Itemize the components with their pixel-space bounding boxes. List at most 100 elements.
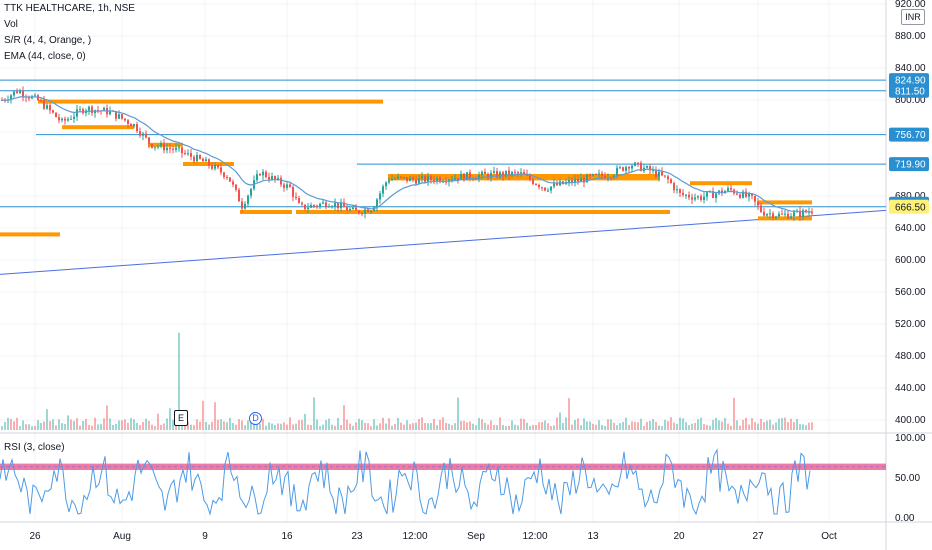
candle-body <box>187 153 189 155</box>
candle-body <box>679 189 681 193</box>
time-axis[interactable]: 26 Aug 9 16 23 12:00 Sep 12:00 13 20 27 Oct <box>29 531 837 542</box>
price-tag <box>889 127 929 142</box>
volume-bar <box>253 421 255 430</box>
candle-body <box>637 162 639 164</box>
volume-bar <box>664 419 666 430</box>
volume-bar <box>154 426 156 430</box>
volume-bar <box>523 419 525 430</box>
earnings-marker[interactable]: E <box>174 410 188 426</box>
currency-badge[interactable]: INR <box>901 9 925 25</box>
candle-body <box>727 187 729 192</box>
volume-bar <box>394 423 396 430</box>
volume-bar <box>361 420 363 430</box>
candle-body <box>415 179 417 184</box>
dividend-marker[interactable]: D <box>249 412 262 425</box>
volume-bar <box>76 418 78 430</box>
candle-body <box>307 207 309 210</box>
volume-bar <box>499 417 501 430</box>
volume-bar <box>487 424 489 430</box>
volume-bar <box>562 423 564 430</box>
volume-bar <box>289 417 291 430</box>
volume-bar <box>712 419 714 430</box>
volume-bar <box>58 419 60 430</box>
candle-body <box>385 182 387 187</box>
trendline[interactable] <box>0 209 887 275</box>
volume-bar <box>742 419 744 430</box>
volume-bar <box>313 397 315 430</box>
candle-body <box>235 184 237 190</box>
candle-body <box>595 174 597 176</box>
volume-bar <box>565 417 567 430</box>
candle-body <box>799 210 801 217</box>
volume-bar <box>283 422 285 430</box>
sr-legend[interactable]: S/R (4, 4, Orange, ) <box>4 35 92 46</box>
volume-bar <box>262 418 264 430</box>
candle-body <box>403 177 405 179</box>
volume-bar <box>583 418 585 430</box>
volume-bar <box>679 417 681 430</box>
volume-bar <box>187 421 189 430</box>
volume-legend[interactable]: Vol <box>4 19 18 30</box>
volume-bar <box>331 424 333 430</box>
candle-body <box>736 193 738 195</box>
volume-bar <box>727 423 729 430</box>
candle-body <box>703 196 705 200</box>
candle-body <box>349 209 351 211</box>
symbol-title[interactable]: TTK HEALTHCARE, 1h, NSE <box>4 3 135 14</box>
volume-bar <box>232 423 234 430</box>
volume-bar <box>400 422 402 430</box>
candle-body <box>40 100 42 102</box>
candle-body <box>772 213 774 218</box>
volume-bar <box>442 417 444 430</box>
candle-body <box>103 107 105 111</box>
candle-body <box>208 159 210 166</box>
candle-body <box>304 204 306 210</box>
volume-bar <box>193 425 195 430</box>
candle-body <box>91 106 93 114</box>
volume-bar <box>304 413 306 430</box>
candle-body <box>241 201 243 209</box>
sr-level-bar <box>388 174 660 178</box>
candle-body <box>586 174 588 183</box>
volume-bar <box>484 422 486 430</box>
candle-body <box>499 172 501 178</box>
candle-body <box>109 110 111 115</box>
volume-bar <box>31 426 33 430</box>
volume-bar <box>775 422 777 430</box>
volume-bar <box>175 424 177 430</box>
candle-body <box>202 158 204 162</box>
candle-body <box>166 147 168 151</box>
volume-bar <box>505 426 507 430</box>
price-tick-label: 880.00 <box>895 31 926 42</box>
candle-body <box>49 105 51 111</box>
rsi-legend[interactable]: RSI (3, close) <box>4 442 65 453</box>
sr-level-bar <box>62 125 134 130</box>
rsi-line <box>0 448 811 516</box>
volume-bar <box>682 418 684 430</box>
volume-bar <box>55 425 57 430</box>
volume-bar <box>718 420 720 430</box>
volume-bar <box>652 419 654 430</box>
price-tag <box>889 199 929 214</box>
candle-body <box>790 216 792 219</box>
volume-bar <box>673 422 675 430</box>
candle-body <box>64 118 66 121</box>
volume-bar <box>550 426 552 430</box>
ema-legend[interactable]: EMA (44, close, 0) <box>4 51 86 62</box>
time-tick-label: 23 <box>351 531 363 542</box>
price-tick-label: 560.00 <box>895 287 926 298</box>
candle-body <box>316 205 318 207</box>
sr-level-bar <box>388 176 660 181</box>
candle-body <box>256 174 258 181</box>
time-tick-label: 20 <box>673 531 685 542</box>
price-axis[interactable]: 920.00880.00840.00800.00760.00720.00680.… <box>895 0 926 524</box>
time-tick-label: 13 <box>587 531 599 542</box>
volume-bar <box>634 421 636 430</box>
volume-bar <box>517 425 519 430</box>
volume-bar <box>460 420 462 430</box>
rsi-pane <box>0 448 886 516</box>
candle-body <box>421 176 423 179</box>
volume-bar <box>274 425 276 430</box>
candle-body <box>715 193 717 199</box>
